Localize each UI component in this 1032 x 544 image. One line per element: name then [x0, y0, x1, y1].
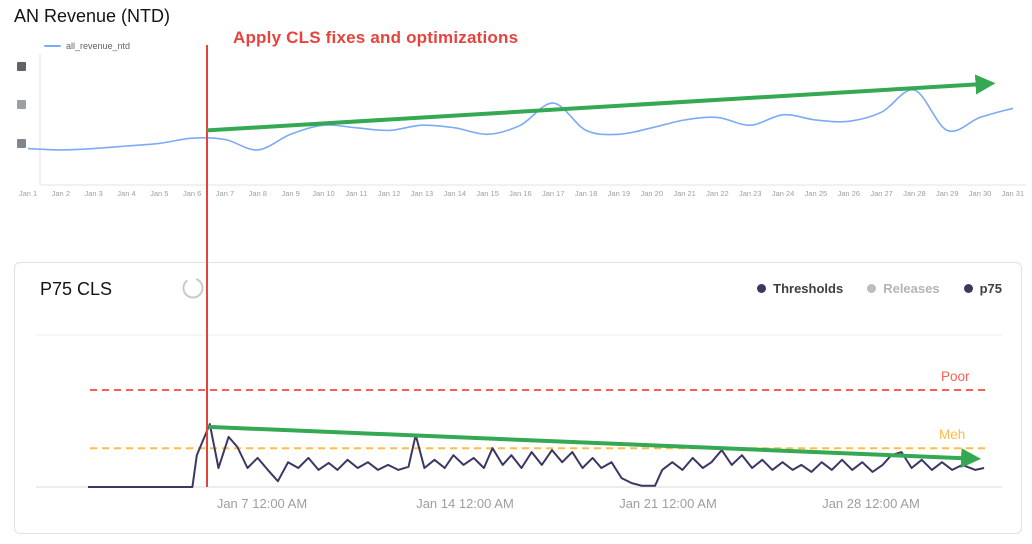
revenue-trend-arrow — [206, 74, 996, 133]
revenue-series-line — [27, 89, 1014, 151]
x-axis-tick-label: Jan 2 — [51, 189, 70, 198]
x-axis-tick-label: Jan 12 — [377, 189, 401, 198]
x-axis-tick-label: Jan 10 — [312, 189, 335, 198]
x-axis-tick-label: Jan 23 — [738, 189, 762, 198]
redacted-y-label — [17, 139, 26, 148]
x-axis-tick-label: Jan 21 — [673, 189, 696, 198]
x-axis-tick-label: Jan 13 — [410, 189, 434, 198]
redacted-y-label — [17, 62, 26, 71]
revenue-legend-item[interactable]: all_revenue_ntd — [44, 41, 130, 51]
x-axis-tick-label: Jan 22 — [706, 189, 729, 198]
legend-dot-icon — [757, 284, 767, 293]
x-axis-tick-label: Jan 9 — [281, 189, 300, 198]
p75-panel — [14, 262, 1022, 534]
revenue-chart-title: AN Revenue (NTD) — [14, 6, 171, 26]
x-axis-tick-label: Jan 28 — [903, 189, 926, 198]
series-line-icon — [44, 45, 61, 47]
x-axis-tick-label: Jan 17 — [542, 189, 565, 198]
legend-label: Thresholds — [773, 281, 844, 296]
x-axis-tick-label: Jan 25 — [804, 189, 828, 198]
x-axis-tick-label: Jan 16 — [509, 189, 532, 198]
x-axis-tick-label: Jan 3 — [84, 189, 103, 198]
x-axis-tick-label: Jan 4 — [117, 189, 136, 198]
legend-item-p75[interactable]: p75 — [963, 281, 1002, 296]
p75-x-tick-label: Jan 14 12:00 AM — [416, 496, 514, 511]
x-axis-tick-label: Jan 30 — [968, 189, 992, 198]
p75-legend: Thresholds Releases p75 — [757, 281, 1002, 296]
threshold-label-meh: Meh — [939, 427, 966, 442]
x-axis-tick-label: Jan 14 — [443, 189, 467, 198]
legend-item-releases[interactable]: Releases — [867, 281, 940, 296]
x-axis-tick-label: Jan 24 — [771, 189, 795, 198]
x-axis-tick-label: Jan 8 — [248, 189, 267, 198]
redacted-y-label — [17, 100, 26, 109]
x-axis-tick-label: Jan 29 — [935, 189, 959, 198]
legend-item-thresholds[interactable]: Thresholds — [757, 281, 843, 296]
x-axis-tick-label: Jan 5 — [150, 189, 169, 198]
legend-dot-icon — [867, 284, 877, 293]
revenue-x-axis: Jan 1 Jan 2 Jan 3 Jan 4 Jan 5 Jan 6 Jan 7 Jan 8… — [0, 189, 1032, 201]
x-axis-tick-label: Jan 20 — [640, 189, 664, 198]
cls-fix-annotation: Apply CLS fixes and optimizations — [233, 28, 519, 47]
x-axis-tick-label: Jan 19 — [607, 189, 631, 198]
p75-x-tick-label: Jan 21 12:00 AM — [619, 496, 717, 511]
threshold-label-poor: Poor — [941, 369, 970, 384]
x-axis-tick-label: Jan 6 — [182, 189, 202, 198]
x-axis-tick-label: Jan 27 — [870, 189, 893, 198]
x-axis-tick-label: Jan 31 — [1001, 189, 1025, 198]
revenue-series-label: all_revenue_ntd — [66, 41, 131, 51]
x-axis-tick-label: Jan 1 — [18, 189, 38, 198]
x-axis-tick-label: Jan 18 — [574, 189, 598, 198]
legend-label: Releases — [883, 281, 940, 296]
x-axis-tick-label: Jan 26 — [837, 189, 861, 198]
x-axis-tick-label: Jan 7 — [215, 189, 235, 198]
x-axis-tick-label: Jan 15 — [476, 189, 499, 198]
legend-dot-icon — [963, 284, 973, 293]
p75-x-tick-label: Jan 28 12:00 AM — [822, 496, 920, 511]
legend-label: p75 — [979, 281, 1002, 296]
p75-chart-title: P75 CLS — [40, 279, 113, 299]
p75-x-tick-label: Jan 7 12:00 AM — [216, 496, 308, 511]
x-axis-tick-label: Jan 11 — [345, 189, 368, 198]
